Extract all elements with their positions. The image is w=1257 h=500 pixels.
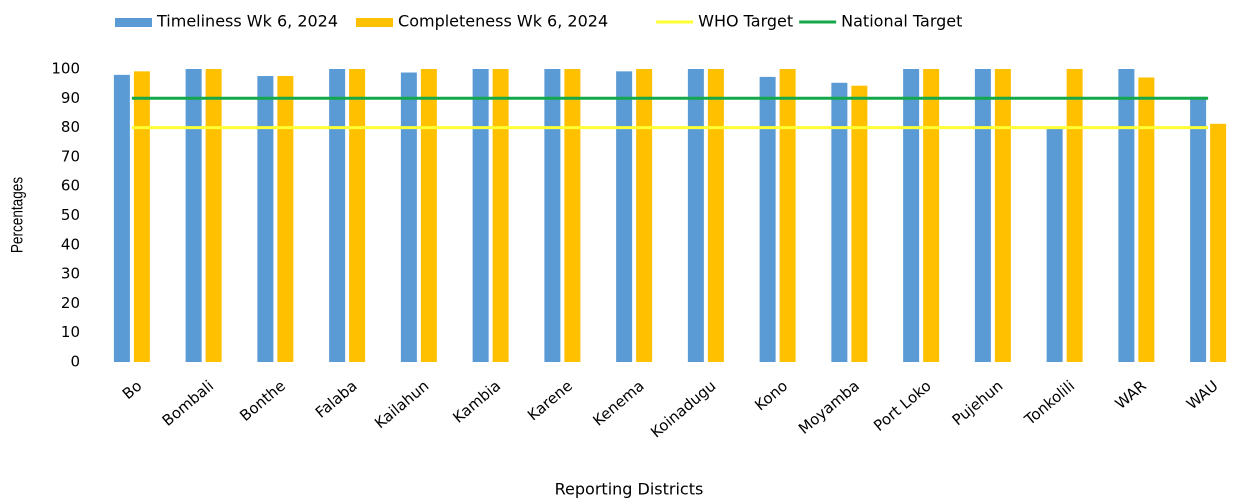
y-tick-label: 50 [61,206,80,224]
x-tick-label: Bo [119,377,145,403]
x-tick-label: Karene [524,377,576,425]
bar [277,76,294,363]
x-tick-label: Kailahun [371,377,432,432]
bar [113,74,130,363]
bar [1190,96,1207,363]
x-tick-label: Port Loko [870,377,935,435]
y-tick-label: 30 [61,265,80,283]
bar [257,76,274,363]
x-tick-label: Pujehun [949,377,1007,429]
bar [994,69,1011,362]
bar [492,69,509,362]
x-tick-label: Kenema [589,377,647,430]
bar [636,69,653,362]
bar [779,69,796,362]
bar [1210,123,1227,362]
x-tick-label: Bonthe [236,377,289,425]
y-tick-label: 100 [51,60,80,78]
bar [185,69,202,362]
x-tick-label: Koinadugu [647,377,719,442]
bar [329,69,346,362]
bar [974,69,991,362]
x-tick-label: WAU [1183,377,1222,413]
bar [349,69,366,362]
bar [544,69,561,362]
x-tick-label: Kono [751,377,791,415]
legend-label: Timeliness Wk 6, 2024 [156,12,338,31]
bar [400,72,417,363]
x-tick-label: Moyamba [795,377,863,438]
bar [707,69,724,362]
bar [687,69,704,362]
bar [564,69,581,362]
x-tick-label: Kambia [449,377,504,427]
y-axis-title: Percentages [8,177,27,254]
bar [1138,77,1155,362]
legend-label: WHO Target [698,12,793,31]
y-tick-label: 60 [61,177,80,195]
bar [1066,69,1083,362]
bar [133,71,150,363]
bar [472,69,489,362]
y-tick-label: 40 [61,235,80,253]
bar [759,76,776,362]
bar [831,82,848,363]
x-tick-label: Tonkolili [1020,377,1078,430]
legend-swatch [356,18,394,27]
legend-swatch [115,18,152,27]
x-tick-label: Bombali [159,377,217,430]
bar [851,85,868,363]
bar [616,71,633,363]
bar [420,69,437,362]
bar [903,69,920,362]
y-tick-label: 80 [61,118,80,136]
bar [1046,127,1063,362]
bar [923,69,940,362]
bar [205,69,222,362]
legend-label: Completeness Wk 6, 2024 [398,12,608,31]
x-tick-label: Falaba [312,377,361,422]
y-tick-label: 20 [61,294,80,312]
y-tick-label: 90 [61,89,80,107]
x-axis-title: Reporting Districts [555,480,704,499]
y-tick-label: 10 [61,323,80,341]
x-tick-label: WAR [1112,377,1150,413]
legend-label: National Target [841,12,962,31]
y-tick-label: 0 [70,353,80,371]
bar [1118,69,1135,362]
y-tick-label: 70 [61,147,80,165]
